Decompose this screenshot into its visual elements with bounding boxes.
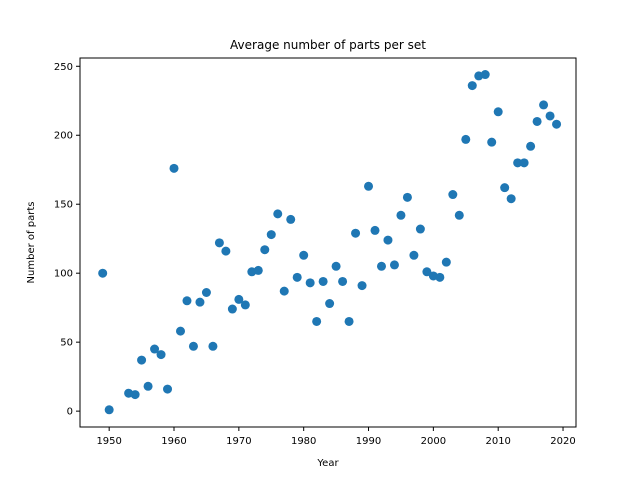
data-point-1965 bbox=[201, 288, 211, 297]
data-point-1976 bbox=[273, 209, 283, 219]
chart-title: Average number of parts per set bbox=[230, 38, 426, 52]
data-point-1994 bbox=[389, 260, 399, 270]
x-axis-ticks: 1950 1960 1970 1980 1990 2000 2010 2020 bbox=[96, 427, 576, 447]
x-tick-label: 1990 bbox=[356, 436, 381, 447]
data-point-1975 bbox=[266, 230, 276, 240]
y-axis-ticks: 0 50 100 150 200 250 bbox=[54, 62, 80, 418]
data-point-1993 bbox=[383, 235, 393, 245]
data-point-1990 bbox=[364, 181, 374, 191]
data-point-1956 bbox=[143, 381, 153, 391]
data-point-1979 bbox=[292, 272, 302, 282]
data-point-1997 bbox=[409, 250, 419, 260]
data-point-1960 bbox=[169, 163, 179, 173]
data-point-2019 bbox=[552, 119, 562, 129]
data-point-1949 bbox=[98, 268, 108, 278]
data-point-1999 bbox=[422, 267, 432, 277]
data-point-2015 bbox=[526, 141, 536, 151]
data-point-1957 bbox=[150, 344, 160, 354]
x-tick-label: 2000 bbox=[421, 436, 446, 447]
data-point-1966 bbox=[208, 341, 218, 351]
data-point-1955 bbox=[137, 355, 147, 365]
data-point-2017 bbox=[539, 100, 549, 110]
data-point-2001 bbox=[435, 272, 445, 282]
x-tick-label: 1960 bbox=[161, 436, 186, 447]
plot-frame bbox=[79, 57, 577, 428]
y-tick-label: 0 bbox=[67, 407, 73, 418]
data-point-1991 bbox=[370, 225, 380, 235]
x-tick-label: 2010 bbox=[485, 436, 510, 447]
data-point-2013 bbox=[513, 158, 523, 168]
x-tick-label: 1980 bbox=[291, 436, 316, 447]
x-tick-label: 1950 bbox=[96, 436, 121, 447]
data-point-1998 bbox=[415, 224, 425, 234]
data-point-2009 bbox=[487, 137, 497, 147]
data-point-2005 bbox=[461, 134, 471, 144]
data-point-1954 bbox=[130, 390, 140, 400]
data-point-1962 bbox=[182, 296, 192, 306]
data-point-1992 bbox=[376, 261, 386, 271]
data-point-1984 bbox=[325, 299, 335, 309]
data-point-1974 bbox=[260, 245, 270, 255]
y-tick-label: 200 bbox=[54, 131, 73, 142]
data-point-1963 bbox=[188, 341, 198, 351]
data-point-1973 bbox=[253, 265, 263, 275]
data-point-1978 bbox=[286, 214, 296, 224]
y-tick-label: 150 bbox=[54, 200, 73, 211]
y-tick-label: 100 bbox=[54, 269, 73, 280]
x-tick-label: 1970 bbox=[226, 436, 251, 447]
data-point-1971 bbox=[240, 300, 250, 310]
data-point-2010 bbox=[493, 107, 503, 117]
data-point-1977 bbox=[279, 286, 289, 296]
data-point-2008 bbox=[480, 70, 490, 80]
data-point-1981 bbox=[305, 278, 315, 288]
data-point-1961 bbox=[176, 326, 185, 336]
data-point-1959 bbox=[163, 384, 173, 394]
data-point-2003 bbox=[448, 190, 458, 200]
y-tick-label: 50 bbox=[60, 338, 73, 349]
data-point-1967 bbox=[214, 238, 224, 248]
data-point-1985 bbox=[331, 261, 341, 271]
y-tick-label: 250 bbox=[54, 62, 73, 73]
data-point-2002 bbox=[441, 257, 451, 267]
data-point-1986 bbox=[338, 276, 348, 286]
data-point-1958 bbox=[156, 350, 166, 360]
data-point-1969 bbox=[227, 304, 237, 314]
data-point-1987 bbox=[344, 316, 354, 326]
data-point-2016 bbox=[532, 116, 542, 126]
data-point-1995 bbox=[396, 210, 406, 220]
x-axis-label: Year bbox=[316, 458, 339, 469]
data-point-1970 bbox=[234, 294, 244, 304]
data-point-1982 bbox=[312, 316, 322, 326]
data-point-1989 bbox=[357, 281, 367, 291]
data-point-1968 bbox=[221, 246, 231, 256]
data-point-1964 bbox=[195, 297, 205, 307]
data-points bbox=[98, 70, 562, 415]
y-axis-label: Number of parts bbox=[26, 202, 37, 284]
data-point-1950 bbox=[104, 405, 114, 415]
data-point-2018 bbox=[545, 111, 555, 121]
data-point-1983 bbox=[318, 276, 328, 286]
data-point-1988 bbox=[351, 228, 361, 238]
data-point-1996 bbox=[402, 192, 412, 202]
x-tick-label: 2020 bbox=[550, 436, 575, 447]
data-point-2012 bbox=[506, 194, 516, 204]
data-point-2011 bbox=[500, 183, 510, 193]
data-point-2014 bbox=[519, 158, 529, 168]
data-point-2006 bbox=[467, 81, 477, 91]
data-point-2004 bbox=[454, 210, 464, 220]
data-point-1980 bbox=[299, 250, 309, 260]
